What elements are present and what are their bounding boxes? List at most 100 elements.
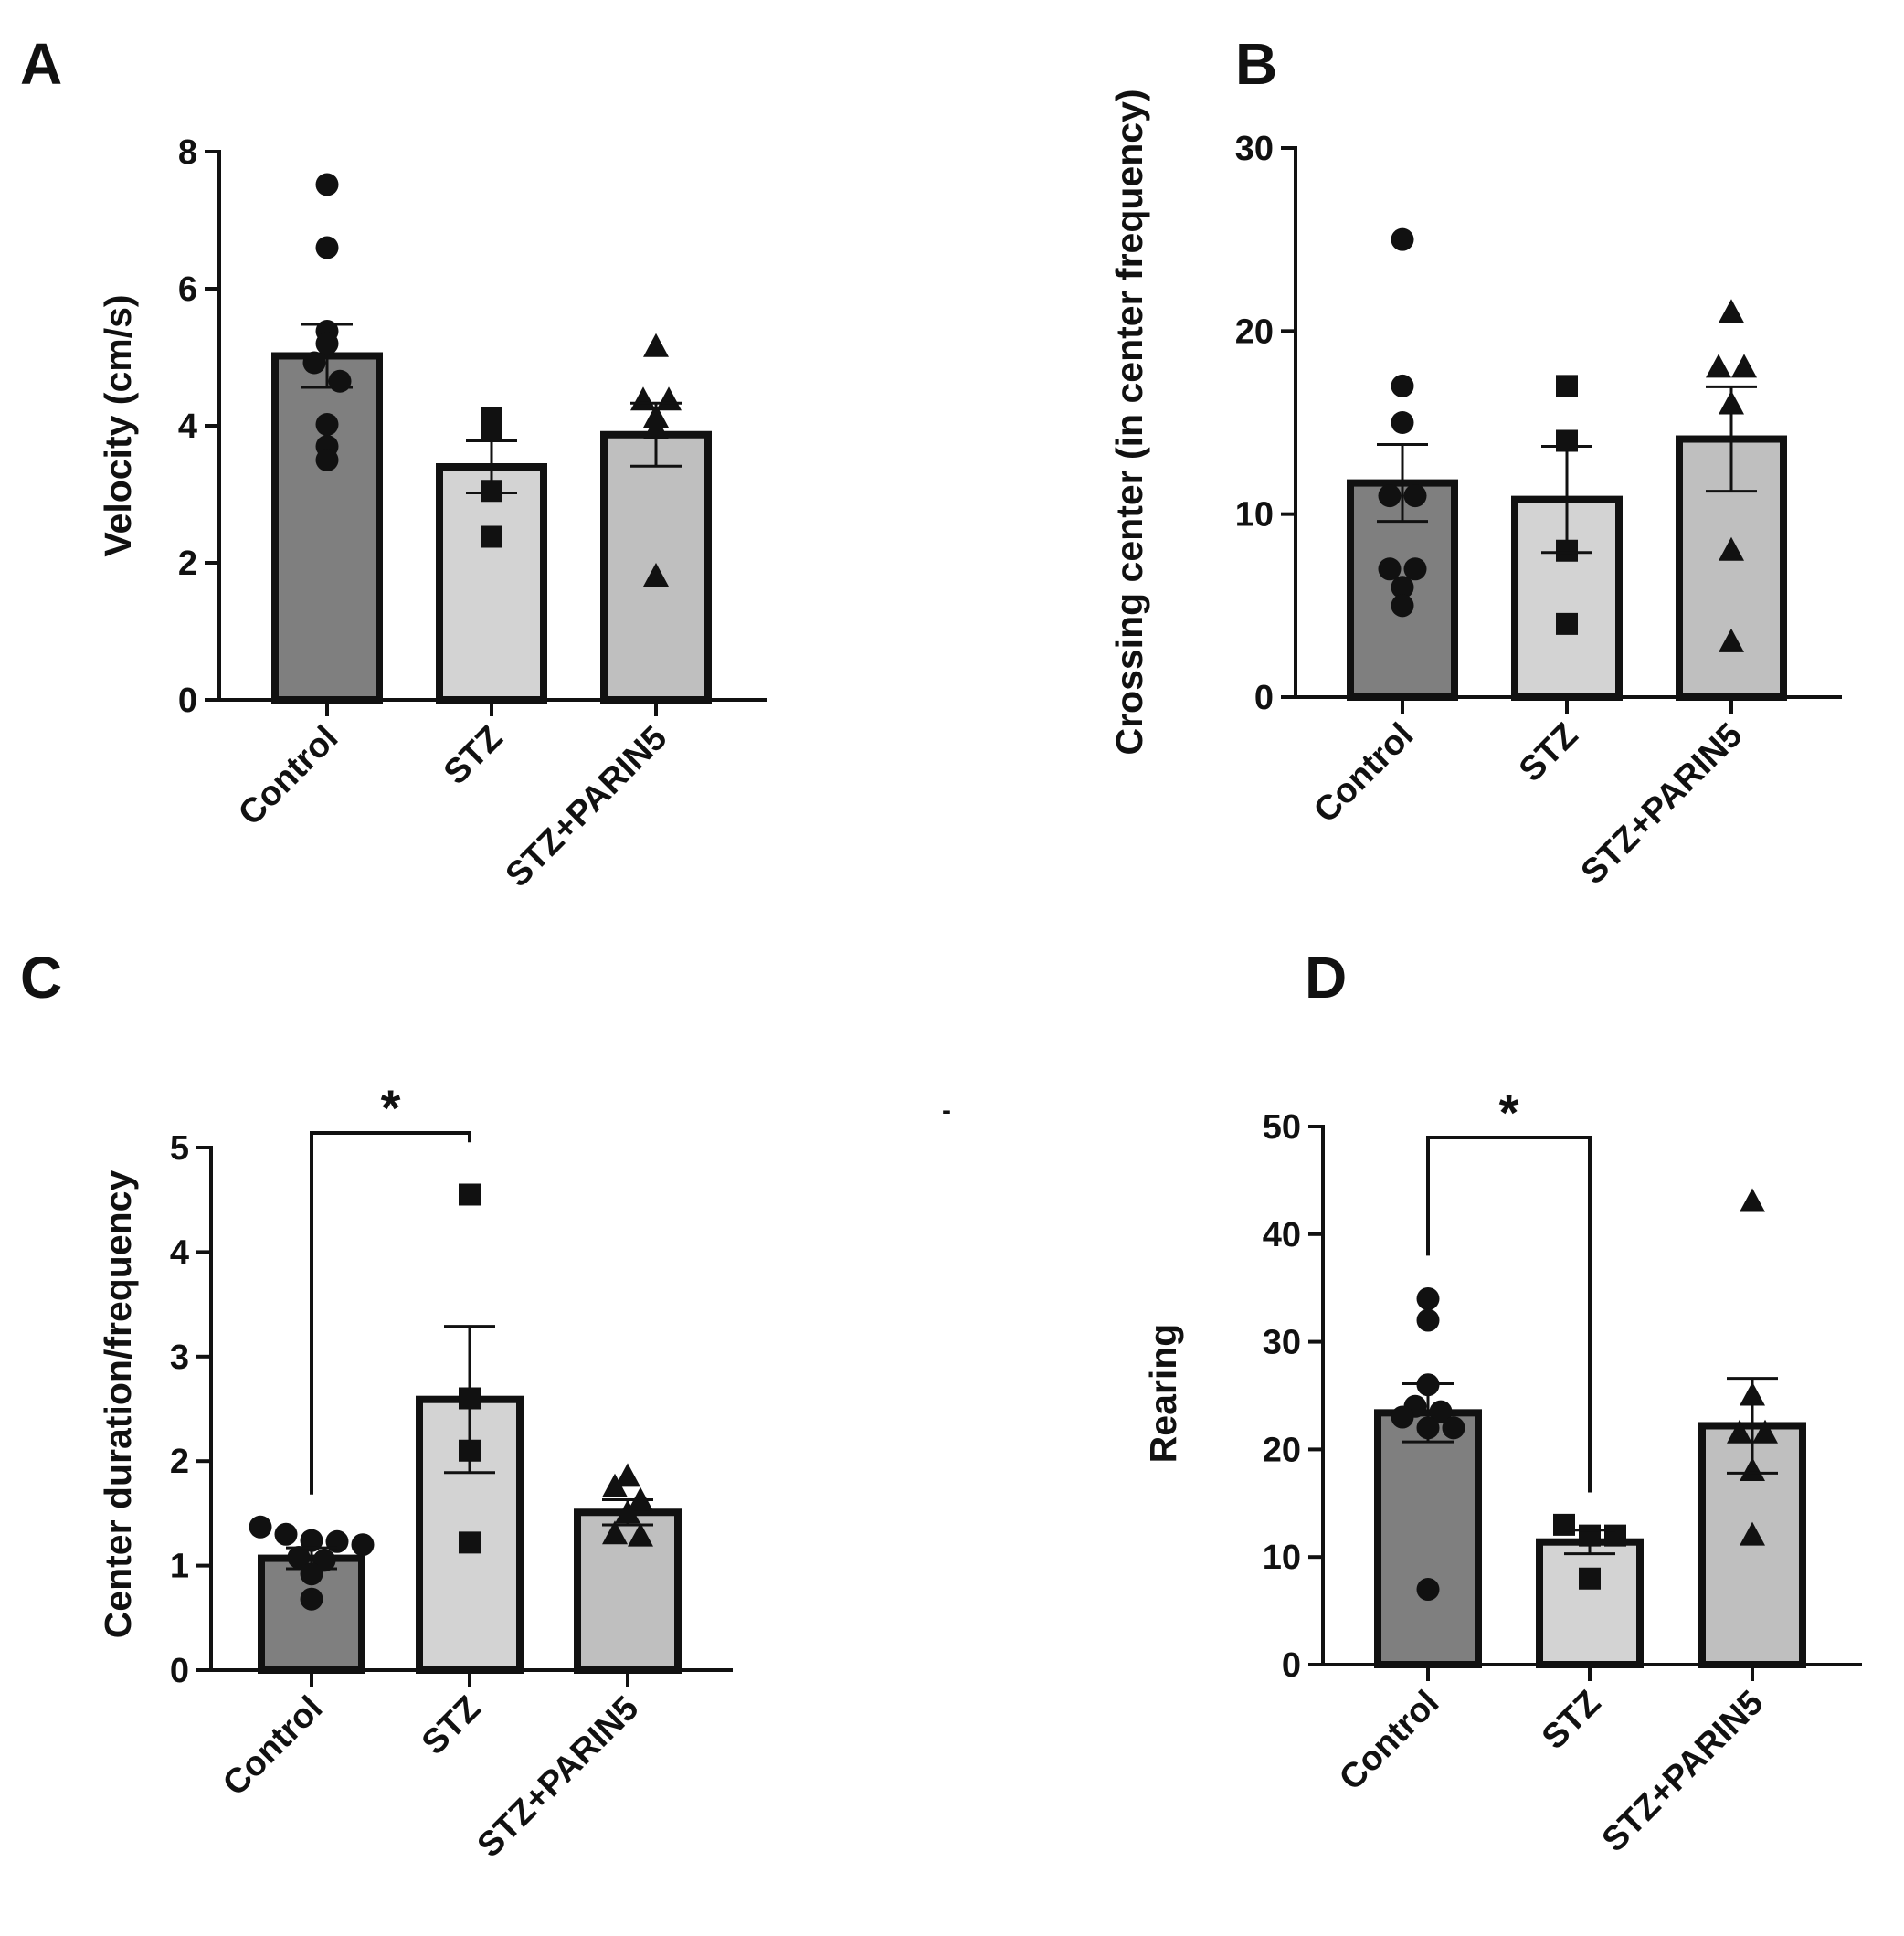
data-point: [643, 333, 669, 357]
data-point: [1719, 628, 1744, 652]
panel-letter-a: A: [20, 31, 62, 97]
x-tick-label: Control: [1332, 1684, 1446, 1798]
data-point: [1556, 375, 1578, 397]
data-point: [602, 1520, 628, 1545]
significance-bracket: [310, 1131, 471, 1495]
data-point: [274, 1522, 298, 1546]
y-axis-title: Velocity (cm/s): [97, 294, 139, 556]
bar-control: [271, 352, 383, 704]
data-point: [1719, 299, 1744, 323]
data-point: [1416, 1308, 1440, 1332]
data-point: [656, 386, 682, 411]
x-tick-label: STZ: [415, 1689, 488, 1762]
y-tick-label: 4: [170, 1233, 189, 1272]
data-point: [1378, 484, 1402, 508]
data-point: [1706, 354, 1731, 378]
data-point: [1604, 1524, 1626, 1547]
data-point: [459, 1183, 481, 1206]
x-tick-label: Control: [216, 1689, 330, 1804]
data-point: [1553, 1513, 1575, 1536]
significance-star: *: [1499, 1084, 1519, 1141]
y-tick-label: 2: [170, 1443, 189, 1481]
data-point: [1752, 1419, 1778, 1444]
data-point: [1391, 227, 1414, 251]
y-tick-label: 6: [178, 270, 197, 309]
y-tick-label: 1: [170, 1548, 189, 1586]
data-point: [1727, 1419, 1752, 1444]
panel-letter-d: D: [1305, 945, 1347, 1010]
data-point: [1378, 557, 1402, 581]
x-tick-label: Control: [231, 719, 345, 833]
data-point: [300, 1529, 323, 1552]
data-point: [287, 1545, 311, 1569]
y-tick-label: 20: [1235, 312, 1274, 351]
y-tick-label: 30: [1263, 1324, 1301, 1362]
bar-stz-parin5: [574, 1508, 682, 1674]
data-point: [1403, 484, 1427, 508]
x-tick-label: STZ+PARIN5: [499, 719, 675, 895]
data-point: [302, 351, 326, 375]
x-tick-label: STZ+PARIN5: [471, 1689, 647, 1866]
data-point: [1731, 354, 1757, 378]
data-point: [1442, 1416, 1465, 1440]
data-point: [315, 449, 339, 471]
data-point: [315, 413, 339, 436]
data-point: [328, 369, 352, 393]
data-point: [300, 1587, 323, 1611]
stray-mark: -: [942, 1095, 951, 1126]
y-tick-label: 0: [178, 682, 197, 720]
y-tick-label: 0: [170, 1652, 189, 1690]
data-point: [1740, 1188, 1765, 1212]
y-tick-label: 10: [1235, 496, 1274, 534]
data-point: [630, 386, 656, 411]
chart-panel-a: Velocity (cm/s) 0 2 4 6 8 Control STZSTZ+PARIN…: [97, 133, 767, 894]
data-point: [481, 525, 502, 548]
y-axis-title: Rearing: [1142, 1324, 1184, 1464]
y-tick-label: 40: [1263, 1216, 1301, 1254]
x-tick-label: STZ+PARIN5: [1574, 716, 1751, 893]
chart-panel-b: Crossing center (in center frequency) 0 1…: [1108, 89, 1842, 892]
y-tick-label: 20: [1263, 1431, 1301, 1469]
x-tick-label: STZ+PARIN5: [1595, 1684, 1772, 1860]
data-point: [1391, 1405, 1414, 1429]
data-point: [1391, 576, 1414, 599]
data-point: [459, 1531, 481, 1554]
y-axis-title: Crossing center (in center frequency): [1108, 89, 1150, 755]
bar-control: [1374, 1409, 1482, 1669]
data-point: [1579, 1567, 1601, 1590]
data-point: [1429, 1400, 1453, 1423]
data-point: [1719, 536, 1744, 561]
data-point: [1391, 411, 1414, 434]
data-point: [643, 563, 669, 587]
data-point: [1391, 374, 1414, 397]
y-tick-label: 5: [170, 1129, 189, 1168]
bar-stz: [1536, 1538, 1644, 1669]
data-point: [628, 1522, 653, 1547]
y-tick-label: 8: [178, 133, 197, 172]
data-point: [615, 1463, 640, 1487]
significance-star: *: [381, 1079, 401, 1137]
panel-letter-c: C: [20, 945, 62, 1010]
chart-panel-c: Center duration/frequency 0 1 2 3 4 5 Control S…: [97, 1079, 733, 1865]
data-point: [602, 1473, 628, 1497]
x-tick-label: STZ: [1535, 1684, 1608, 1757]
data-point: [325, 1529, 349, 1553]
data-point: [1416, 1578, 1440, 1602]
y-tick-label: 0: [1254, 679, 1274, 717]
y-tick-label: 30: [1235, 130, 1274, 168]
x-tick-label: STZ: [437, 719, 510, 792]
data-point: [351, 1533, 375, 1557]
data-point: [315, 173, 339, 196]
y-tick-label: 0: [1282, 1646, 1301, 1685]
data-point: [1403, 557, 1427, 581]
data-point: [1740, 1521, 1765, 1546]
data-point: [1556, 612, 1578, 635]
data-point: [315, 236, 339, 259]
y-tick-label: 2: [178, 545, 197, 583]
